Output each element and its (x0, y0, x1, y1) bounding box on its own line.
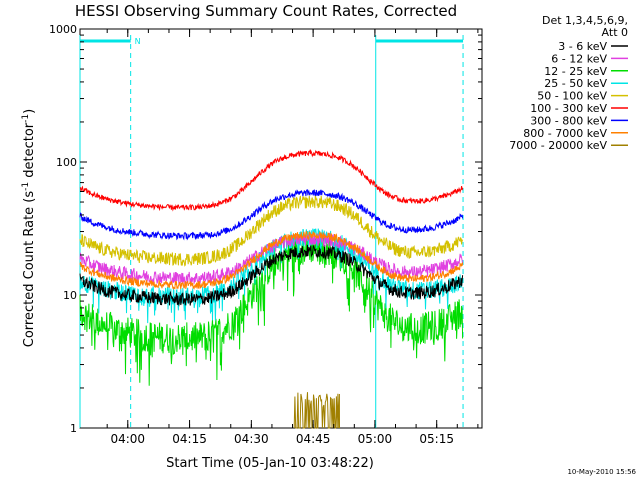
x-tick-label: 05:15 (419, 432, 454, 446)
legend-entry-label: 25 - 50 keV (544, 77, 607, 90)
chart-title: HESSI Observing Summary Count Rates, Cor… (75, 2, 457, 20)
series-line (293, 392, 340, 429)
series-line (79, 233, 464, 386)
timestamp: 10-May-2010 15:56 (567, 468, 636, 476)
flag-label: N (135, 37, 141, 46)
legend-entry-label: 50 - 100 keV (537, 90, 607, 103)
series-layer (79, 149, 464, 429)
legend-header-line-2: Att 0 (602, 26, 628, 39)
y-axis-label: Corrected Count Rate (s-1 detector-1) (21, 109, 37, 347)
series-line (79, 149, 464, 212)
legend-entry-label: 3 - 6 keV (558, 40, 607, 53)
legend-entry-label: 300 - 800 keV (530, 114, 607, 127)
legend-entry-label: 6 - 12 keV (551, 52, 607, 65)
series-line (79, 230, 464, 291)
legend-header-line-1: Det 1,3,4,5,6,9, (542, 14, 628, 27)
x-axis-label: Start Time (05-Jan-10 03:48:22) (166, 456, 374, 471)
series-line (79, 195, 464, 267)
series-line (79, 244, 464, 307)
y-tick-label: 100 (56, 156, 77, 169)
y-tick-label: 1 (70, 422, 77, 435)
series-line (79, 189, 464, 241)
x-tick-label: 04:00 (110, 432, 145, 446)
legend-entry-label: 100 - 300 keV (530, 102, 607, 115)
legend-entry-label: 12 - 25 keV (544, 65, 607, 78)
y-tick-label: 10 (63, 289, 77, 302)
x-tick-label: 04:30 (234, 432, 269, 446)
x-tick-label: 04:45 (296, 432, 331, 446)
legend-entry-label: 800 - 7000 keV (523, 127, 607, 140)
legend-entry-label: 7000 - 20000 keV (509, 139, 607, 152)
x-tick-label: 04:15 (172, 432, 207, 446)
x-tick-label: 05:00 (358, 432, 393, 446)
axes-layer: 1 10 100 1000 04:00 04:15 04:30 04:45 05:00 05:15 (49, 23, 482, 446)
y-tick-label: 1000 (49, 23, 77, 36)
